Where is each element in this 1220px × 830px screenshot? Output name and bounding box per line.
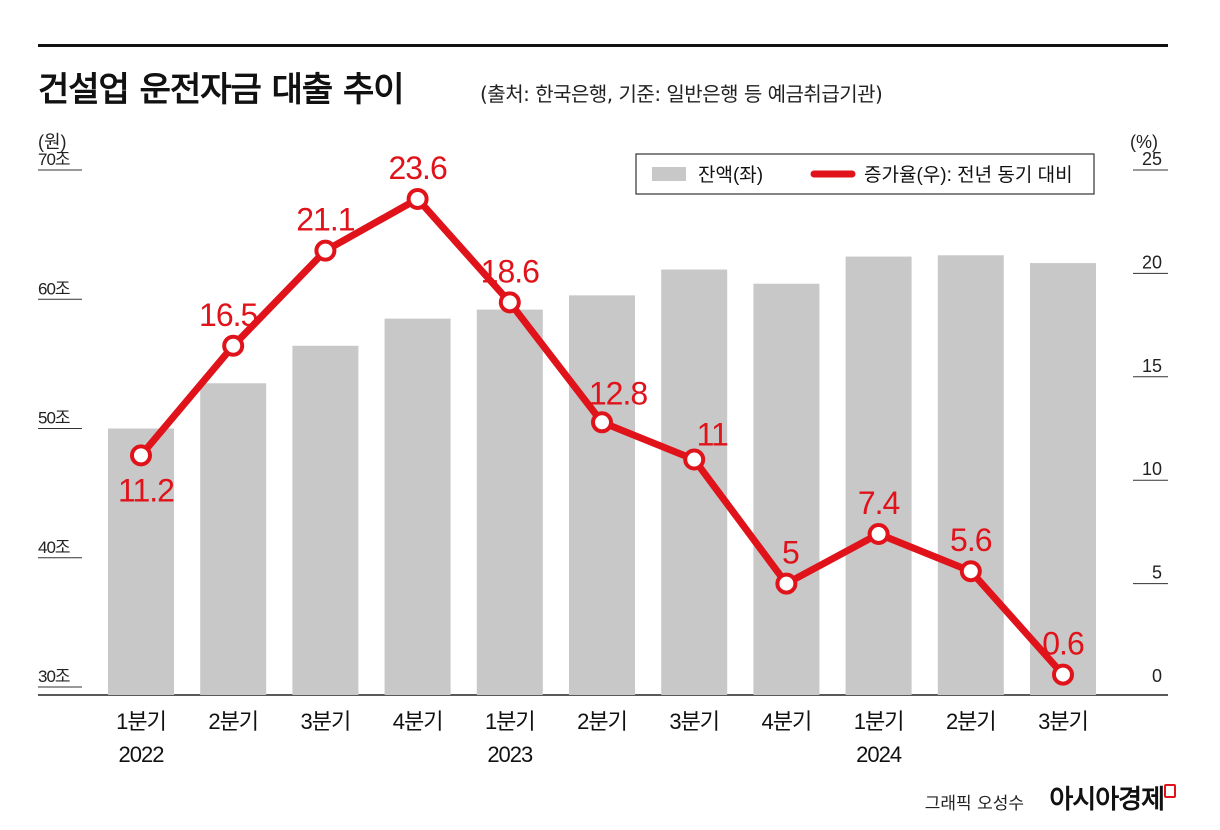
left-axis-tick-label: 60조 [38,279,70,298]
bar [937,255,1004,695]
legend-bar-label: 잔액(좌) [698,164,763,186]
bar [569,295,635,695]
bar [845,256,912,695]
chart-title: 건설업 운전자금 대출 추이 [38,70,405,110]
right-axis-tick-label: 15 [1142,356,1162,376]
bar [1030,263,1096,695]
category-label: 1분기 [485,709,535,734]
legend-bar-swatch [652,167,686,181]
right-axis-tick-label: 20 [1142,252,1162,272]
graphic-credit: 그래픽 오성수 [924,794,1024,814]
category-label: 2024 [856,742,902,767]
data-label: 16.5 [199,297,257,333]
data-point [222,334,245,357]
bar [108,428,174,695]
category-label: 2분기 [577,709,627,734]
source-note: (출처: 한국은행, 기준: 일반은행 등 예금취급기관) [480,82,883,106]
data-point [591,411,613,434]
data-label: 5 [782,535,799,571]
left-axis-tick-label: 30조 [38,667,70,686]
top-rule [38,44,1168,47]
brand-mark-icon [1164,784,1176,798]
left-axis-tick-label: 70조 [38,150,70,169]
bar [292,345,359,695]
data-label: 11 [697,417,728,453]
brand-logo: 아시아경제 [1049,785,1165,815]
data-label: 21.1 [296,202,354,238]
data-point [959,560,982,583]
data-label: 11.2 [118,472,174,508]
data-point [498,291,521,314]
left-axis-tick-label: 50조 [38,409,70,428]
bar [753,283,820,695]
right-axis-unit: (%) [1130,132,1158,152]
category-label: 1분기 [854,709,904,734]
right-axis-tick-label: 10 [1142,459,1162,479]
data-label: 18.6 [481,253,539,289]
category-label: 1분기 [116,709,166,734]
legend-line-label: 증가율(우): 전년 동기 대비 [864,164,1073,186]
data-label: 7.4 [858,485,900,521]
category-label: 2분기 [946,709,996,734]
data-point [314,239,337,262]
data-point [867,522,890,545]
data-point [406,187,429,210]
category-label: 2022 [119,742,165,767]
right-axis-tick-label: 5 [1152,563,1162,583]
category-label: 4분기 [393,709,443,734]
left-axis-unit: (원) [38,132,67,152]
bar [200,383,267,695]
right-axis-tick-label: 25 [1142,149,1162,169]
data-point [130,444,152,467]
category-label: 3분기 [301,709,351,734]
data-label: 23.6 [388,150,446,186]
data-label: 0.6 [1042,626,1084,662]
category-label: 3분기 [669,709,719,734]
category-label: 2023 [487,742,533,767]
data-point [775,572,798,595]
right-axis-tick-label: 0 [1152,666,1162,686]
bar [384,318,451,695]
data-label: 5.6 [950,522,992,558]
bar [661,269,728,695]
category-label: 2분기 [208,709,258,734]
data-point [683,448,706,471]
data-label: 12.8 [589,375,647,411]
category-label: 4분기 [762,709,812,734]
left-axis-tick-label: 40조 [38,538,70,557]
category-label: 3분기 [1038,709,1088,734]
legend-box [635,153,1095,195]
data-point [1052,663,1074,686]
bar [476,309,543,695]
